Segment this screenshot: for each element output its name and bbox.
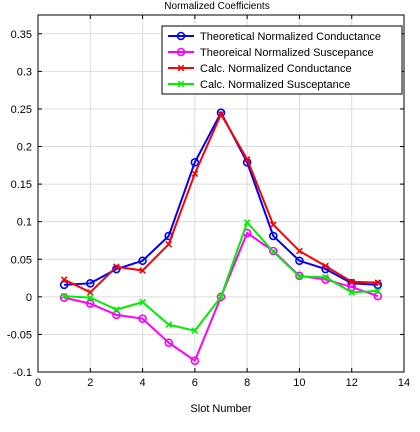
data-point	[269, 221, 277, 229]
data-point	[348, 288, 356, 296]
x-tick-label: 2	[87, 377, 93, 389]
data-point	[296, 247, 303, 255]
data-point	[269, 248, 277, 256]
x-axis: 0 2 4 6 8 10 12 14	[35, 15, 410, 389]
series-4	[60, 219, 382, 335]
legend-label: Calc. Normalized Susceptance	[200, 79, 350, 91]
data-point	[322, 262, 329, 270]
legend-item: Theoreical Normalized Suscepance	[168, 47, 374, 59]
data-point	[190, 158, 200, 167]
y-tick-label: 0.25	[11, 104, 32, 116]
legend-item: Theoretical Normalized Conductance	[168, 31, 381, 43]
series-group	[59, 108, 383, 366]
y-tick-label: 0.2	[17, 142, 32, 154]
data-point	[347, 282, 357, 292]
data-point	[296, 273, 303, 280]
data-point	[112, 310, 121, 320]
data-point	[165, 240, 173, 248]
data-point	[243, 219, 251, 226]
data-point	[268, 246, 278, 256]
data-point	[60, 276, 68, 283]
data-point	[348, 278, 356, 286]
data-point	[191, 327, 199, 335]
data-point	[191, 170, 199, 177]
data-point	[165, 321, 173, 329]
data-point	[243, 155, 251, 163]
y-tick-label: 0.3	[17, 66, 32, 78]
data-point	[138, 314, 147, 323]
y-tick-label: 0.15	[11, 179, 32, 191]
legend-marker	[177, 64, 185, 72]
plot-frame	[37, 14, 405, 373]
data-point	[113, 306, 120, 313]
y-axis: -0.1 -0.05 0 0.05 0.1 0.15 0.2 0.25 0.3 0.35	[7, 29, 404, 379]
data-point	[217, 293, 225, 301]
legend-marker	[177, 80, 185, 88]
y-tick-label: 0	[26, 292, 32, 304]
x-tick-label: 8	[244, 377, 250, 389]
legend-marker	[176, 47, 186, 57]
y-tick-label: -0.1	[13, 367, 32, 379]
data-point	[374, 279, 382, 286]
legend-marker	[176, 31, 186, 41]
legend-label: Theoretical Normalized Conductance	[200, 31, 381, 43]
data-point	[216, 292, 226, 302]
data-point	[268, 231, 278, 241]
data-point	[113, 263, 120, 271]
legend-label: Calc. Normalized Conductance	[200, 63, 352, 75]
y-tick-label: -0.05	[7, 329, 32, 341]
data-point	[217, 110, 225, 118]
x-tick-label: 4	[140, 377, 146, 389]
x-tick-label: 12	[346, 377, 358, 389]
data-point	[139, 267, 146, 274]
data-point	[85, 299, 95, 308]
data-point	[60, 292, 68, 300]
chart-title: Normalized Coefficients	[164, 1, 269, 12]
data-point	[59, 280, 69, 290]
x-axis-label: Slot Number	[190, 403, 251, 415]
data-point	[164, 338, 174, 347]
data-point	[322, 273, 329, 281]
data-point	[138, 256, 147, 266]
data-point	[139, 298, 146, 306]
x-tick-label: 10	[293, 377, 305, 389]
y-tick-label: 0.1	[17, 217, 32, 229]
data-point	[373, 280, 383, 290]
data-point	[85, 279, 95, 288]
series-3	[60, 110, 382, 296]
x-tick-label: 14	[398, 377, 410, 389]
data-point	[373, 291, 383, 301]
data-point	[59, 293, 69, 302]
legend-item: Calc. Normalized Conductance	[168, 63, 352, 75]
y-tick-label: 0.05	[11, 254, 32, 266]
legend-box	[161, 25, 403, 95]
legend-item: Calc. Normalized Susceptance	[168, 79, 350, 91]
legend: Theoretical Normalized Conductance Theore…	[161, 25, 403, 95]
data-point	[86, 288, 94, 296]
legend-label: Theoreical Normalized Suscepance	[200, 47, 374, 59]
x-tick-label: 6	[192, 377, 198, 389]
y-tick-label: 0.35	[11, 29, 32, 41]
data-point	[190, 356, 200, 366]
data-point	[295, 256, 304, 266]
data-point	[86, 294, 94, 301]
x-tick-label: 0	[35, 377, 41, 389]
data-point	[374, 287, 382, 295]
